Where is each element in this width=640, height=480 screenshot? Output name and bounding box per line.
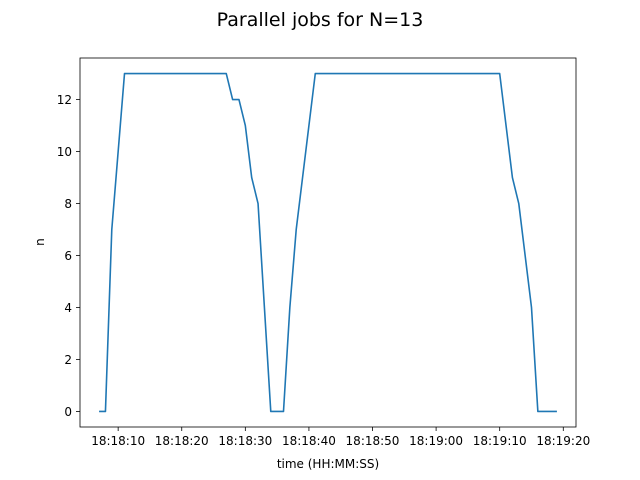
x-tick-label: 18:18:20	[155, 434, 209, 448]
y-axis-label: n	[33, 238, 47, 246]
x-tick-label: 18:19:20	[536, 434, 590, 448]
x-tick-label: 18:19:00	[409, 434, 463, 448]
plot-area	[99, 72, 557, 413]
y-tick-label: 10	[57, 145, 72, 159]
x-tick-label: 18:18:30	[218, 434, 272, 448]
y-tick-label: 4	[64, 301, 72, 315]
x-tick-label: 18:18:40	[282, 434, 336, 448]
x-axis-label: time (HH:MM:SS)	[277, 457, 379, 471]
axes-frame	[79, 57, 577, 428]
x-axis: 18:18:10 18:18:20 18:18:30 18:18:40 18:18:50…	[91, 427, 590, 448]
chart-title: Parallel jobs for N=13	[217, 9, 424, 31]
y-tick-label: 12	[57, 93, 72, 107]
x-tick-label: 18:18:50	[346, 434, 400, 448]
y-tick-label: 6	[64, 249, 72, 263]
series-line-0	[99, 72, 557, 413]
x-tick-label: 18:18:10	[91, 434, 145, 448]
y-tick-label: 8	[64, 197, 72, 211]
y-tick-label: 0	[64, 405, 72, 419]
x-tick-label: 18:19:10	[473, 434, 527, 448]
y-axis: 0 2 4 6 8 10 12	[57, 93, 80, 419]
y-tick-label: 2	[64, 353, 72, 367]
